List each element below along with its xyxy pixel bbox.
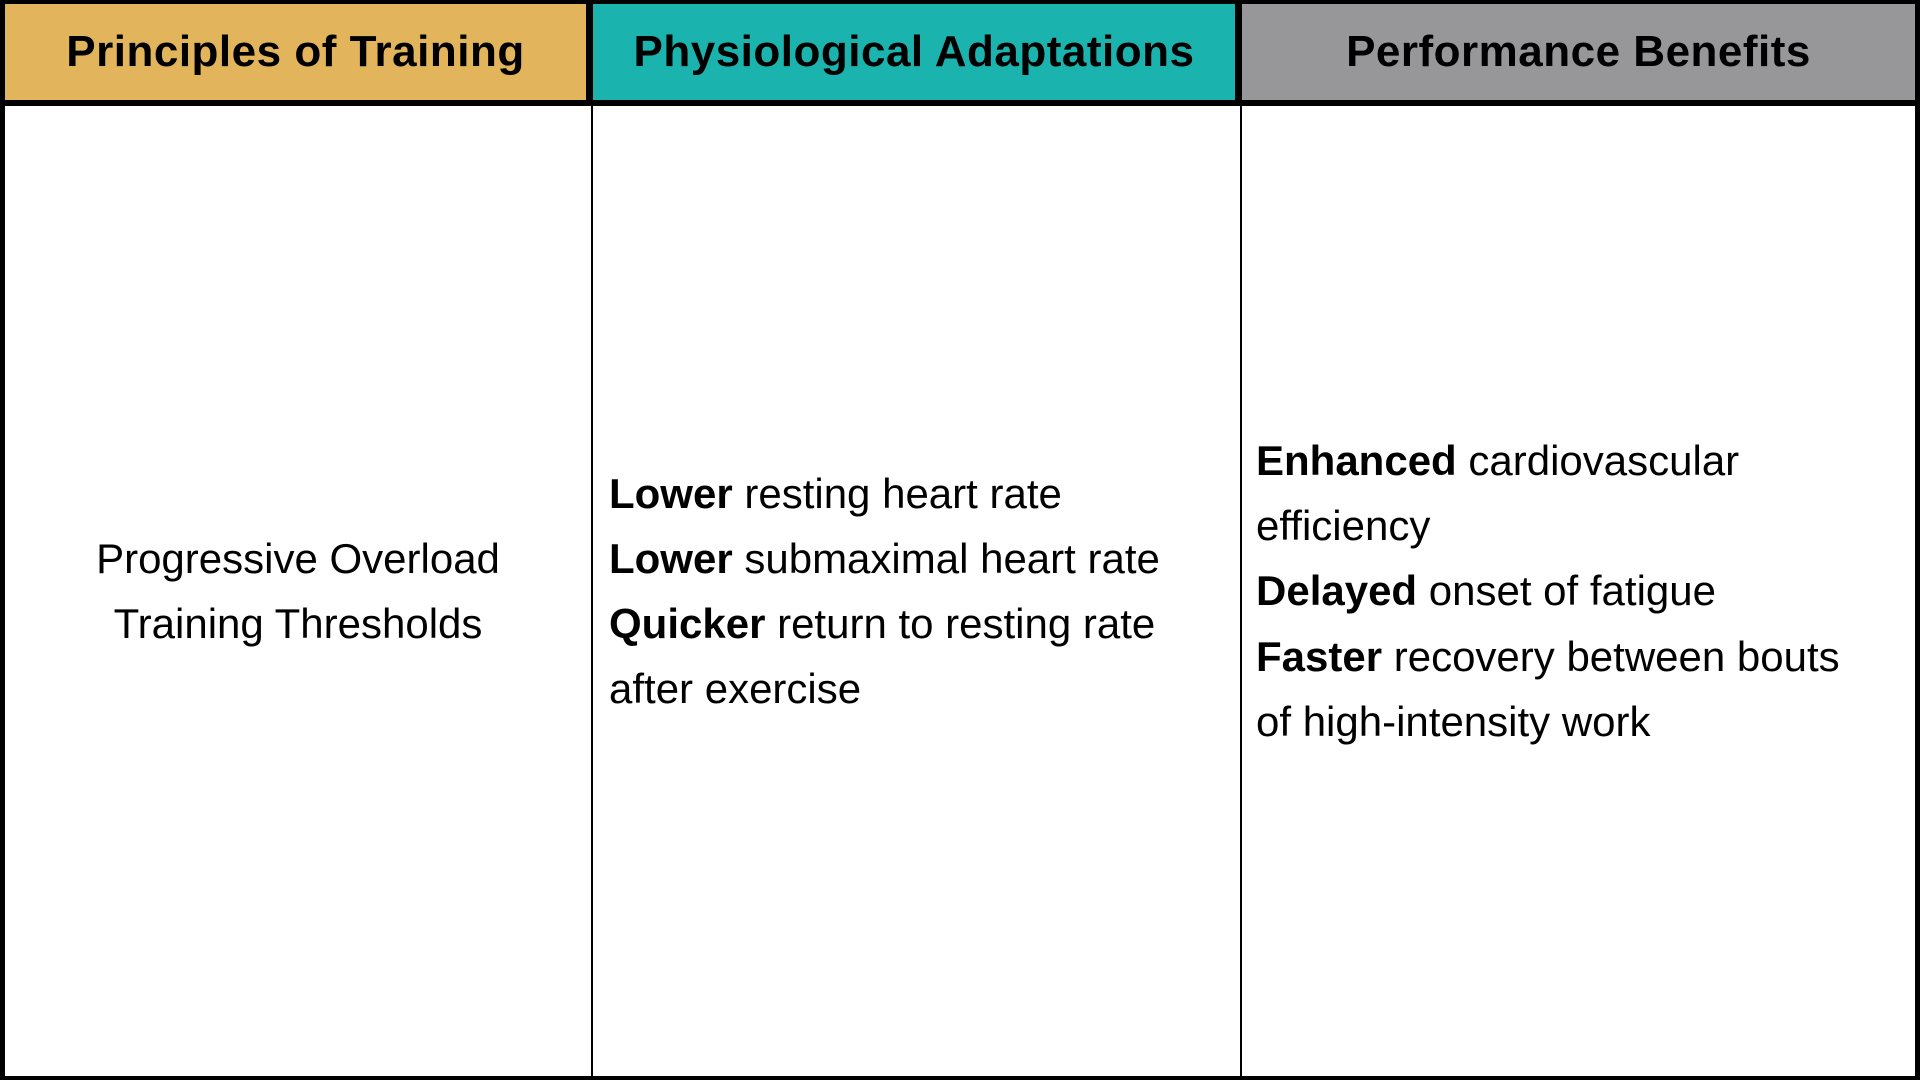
header-performance-benefits: Performance Benefits — [1242, 4, 1915, 106]
benefit-item: Enhanced cardiovascular efficiency — [1256, 428, 1875, 558]
benefit-item: Delayed onset of fatigue — [1256, 558, 1875, 623]
adaptation-item-text: submaximal heart rate — [732, 534, 1160, 582]
header-principles-of-training: Principles of Training — [5, 4, 593, 106]
adaptation-item: Lower submaximal heart rate — [609, 526, 1215, 591]
cell-adaptations: Lower resting heart rate Lower submaxima… — [593, 106, 1242, 1076]
cell-benefits: Enhanced cardiovascular efficiency Delay… — [1242, 106, 1915, 1076]
adaptation-item-text: resting heart rate — [732, 469, 1062, 517]
benefit-lead-word: Delayed — [1256, 567, 1418, 615]
benefit-lead-word: Faster — [1256, 632, 1383, 680]
cell-principles: Progressive Overload Training Thresholds — [5, 106, 593, 1076]
adaptation-lead-word: Lower — [609, 534, 733, 582]
adaptation-item: Quicker return to resting rate after exe… — [609, 591, 1215, 721]
benefit-item: Faster recovery between bouts of high-in… — [1256, 624, 1875, 754]
benefit-item-text: recovery between bouts of high-intensity… — [1256, 632, 1840, 745]
principle-item: Training Thresholds — [113, 600, 483, 647]
benefit-lead-word: Enhanced — [1256, 437, 1457, 485]
adaptation-lead-word: Lower — [609, 469, 733, 517]
header-physiological-adaptations: Physiological Adaptations — [593, 4, 1242, 106]
benefit-item-text: cardiovascular efficiency — [1256, 437, 1740, 550]
principle-item: Progressive Overload — [96, 534, 500, 582]
adaptation-item-text: return to resting rate after exercise — [609, 600, 1156, 713]
benefit-item-text: onset of fatigue — [1417, 567, 1716, 615]
adaptation-lead-word: Quicker — [609, 600, 766, 647]
adaptation-item: Lower resting heart rate — [609, 461, 1215, 526]
